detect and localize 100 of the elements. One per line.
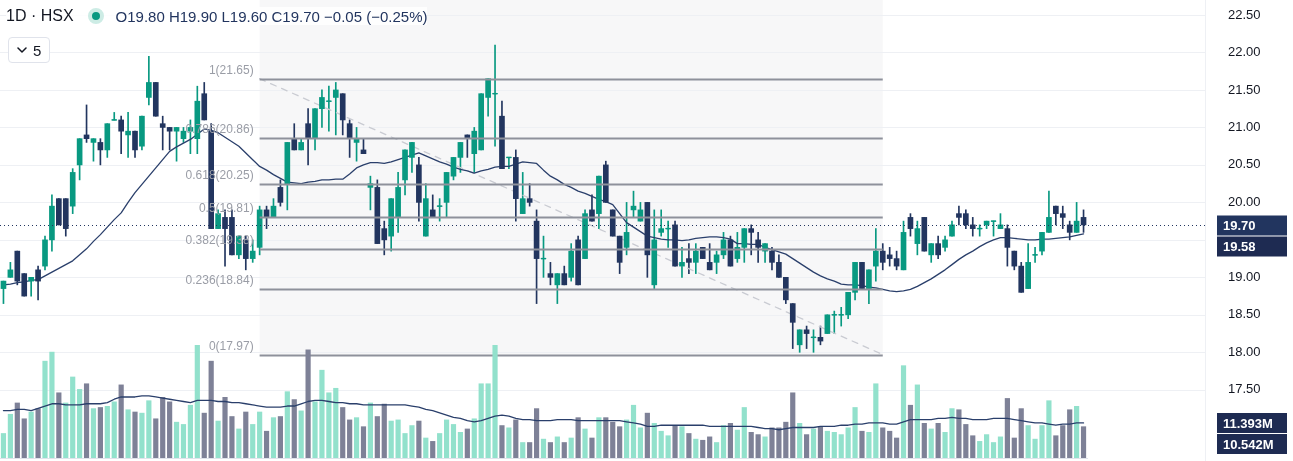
bar	[180, 424, 187, 458]
bar	[984, 434, 990, 458]
bar	[97, 407, 103, 458]
bar	[755, 434, 761, 458]
bar	[783, 421, 789, 458]
bar	[900, 365, 907, 458]
bar	[381, 403, 387, 458]
bar	[194, 345, 200, 458]
bar	[658, 430, 664, 458]
bar	[1053, 435, 1059, 458]
ref-line-label: 19.70	[1223, 218, 1256, 234]
bar	[707, 436, 713, 458]
bar	[582, 428, 588, 458]
bar	[291, 399, 297, 458]
bar	[450, 424, 457, 458]
bar	[1067, 409, 1073, 458]
bar	[243, 411, 249, 458]
bar	[118, 384, 124, 458]
bar	[623, 419, 630, 458]
bar	[63, 402, 69, 458]
bar	[824, 430, 830, 458]
bar	[610, 421, 616, 458]
bar	[790, 392, 796, 458]
y-tick-label: 17.50	[1228, 381, 1261, 397]
bar	[14, 402, 20, 458]
bar	[215, 420, 221, 458]
bar	[125, 409, 131, 458]
bar	[257, 411, 263, 458]
bar	[810, 428, 817, 458]
bar	[360, 426, 367, 458]
bar	[741, 407, 747, 458]
bar	[173, 421, 180, 458]
text: 10.542M	[1223, 436, 1274, 452]
bar	[533, 408, 540, 458]
bar	[990, 442, 997, 458]
ref-line-label: 1(21.65)	[208, 62, 254, 77]
bar	[1080, 426, 1087, 458]
bar	[838, 434, 844, 458]
bar	[520, 442, 526, 458]
y-tick-label: 22.50	[1228, 6, 1261, 22]
bar	[720, 425, 727, 458]
bar	[416, 420, 422, 458]
bar	[104, 406, 110, 458]
bar	[340, 407, 346, 458]
bar	[672, 425, 678, 458]
text: 19.58	[1223, 239, 1256, 255]
bar	[284, 391, 290, 458]
bar	[880, 427, 886, 458]
bar	[727, 422, 734, 458]
bar	[457, 432, 464, 458]
bar	[561, 442, 567, 458]
bar	[894, 437, 900, 458]
bar	[437, 433, 443, 458]
y-tick-label: 19.00	[1228, 268, 1261, 284]
bar	[859, 430, 865, 458]
bar	[748, 432, 754, 458]
bar	[423, 437, 429, 458]
bar	[831, 432, 837, 458]
bar	[547, 442, 554, 458]
annotation: 5	[33, 41, 42, 59]
bar	[797, 422, 803, 458]
y-tick-label: 21.50	[1228, 81, 1261, 97]
ref-line-label: 0(17.97)	[208, 338, 254, 353]
bar	[270, 417, 277, 458]
bar	[333, 387, 339, 458]
bar	[665, 435, 671, 458]
bar	[527, 442, 533, 458]
bar	[1074, 406, 1080, 458]
bar	[596, 417, 602, 458]
text: 11.393M	[1223, 415, 1273, 431]
bar	[603, 417, 609, 458]
bar	[21, 418, 27, 458]
bar	[1004, 398, 1010, 458]
bar	[478, 383, 484, 458]
bar	[443, 419, 450, 458]
bar	[734, 429, 740, 458]
bar	[208, 360, 214, 458]
bar	[1018, 408, 1024, 458]
bar	[263, 430, 270, 458]
candlestick	[1032, 247, 1038, 263]
collapse-button: 5	[8, 37, 51, 63]
text: O19.80 H19.90 L19.60 C19.70 −0.05 (−0.25%)	[115, 7, 428, 25]
bar	[887, 430, 893, 458]
bar	[630, 404, 637, 458]
candlestick	[111, 112, 118, 121]
bar	[132, 411, 138, 458]
bar	[589, 437, 595, 458]
bar	[921, 422, 927, 458]
candlestick	[125, 112, 131, 158]
bar	[762, 436, 768, 458]
bar	[236, 428, 242, 458]
bar	[700, 439, 706, 458]
bar	[353, 417, 360, 458]
bar	[153, 418, 159, 458]
y-tick-label: 20.50	[1228, 156, 1261, 172]
bar	[160, 396, 166, 458]
bar	[471, 418, 477, 458]
bar	[464, 428, 470, 458]
bar	[575, 417, 581, 458]
bar	[388, 420, 394, 458]
